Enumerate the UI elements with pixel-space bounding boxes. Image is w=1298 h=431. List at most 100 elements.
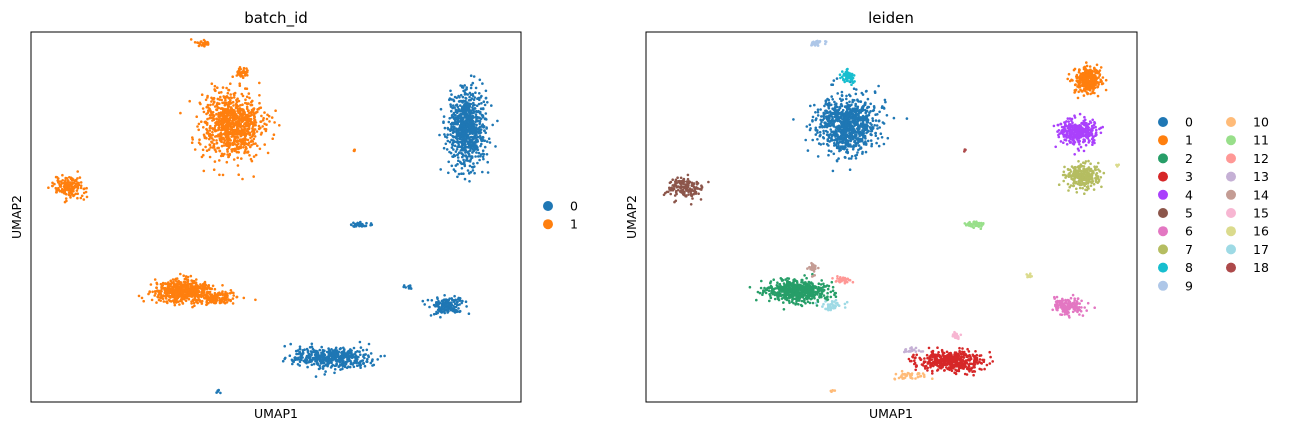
point xyxy=(187,291,191,294)
legend-marker xyxy=(543,219,553,230)
point xyxy=(824,129,828,133)
point xyxy=(850,83,853,86)
point xyxy=(691,197,694,200)
point xyxy=(215,108,219,112)
point xyxy=(822,132,826,135)
point xyxy=(289,342,293,346)
point xyxy=(361,348,365,352)
point xyxy=(255,144,259,148)
point xyxy=(464,120,467,124)
point xyxy=(248,117,252,121)
point xyxy=(866,97,870,101)
point xyxy=(212,143,216,146)
point xyxy=(371,358,374,361)
point xyxy=(857,140,861,143)
point xyxy=(835,77,839,80)
point xyxy=(338,363,342,367)
point xyxy=(258,81,261,85)
point xyxy=(252,142,255,146)
point xyxy=(353,148,356,152)
point xyxy=(232,294,235,297)
point xyxy=(246,127,249,131)
point xyxy=(409,287,413,290)
point xyxy=(193,41,197,44)
point xyxy=(265,123,268,126)
legend-item-1: 1 xyxy=(543,217,578,232)
point xyxy=(875,141,878,145)
point xyxy=(343,361,346,365)
point xyxy=(271,137,275,140)
point xyxy=(857,111,861,115)
point xyxy=(475,123,478,127)
point xyxy=(439,168,443,171)
point xyxy=(247,143,250,147)
point xyxy=(454,305,458,309)
point xyxy=(679,185,683,188)
point xyxy=(244,98,247,101)
point xyxy=(80,194,84,198)
point xyxy=(200,120,203,123)
point xyxy=(468,180,471,183)
point xyxy=(457,115,460,118)
point xyxy=(206,40,209,44)
point xyxy=(372,363,376,367)
point xyxy=(455,122,459,126)
point xyxy=(446,139,450,143)
point xyxy=(793,278,796,281)
point xyxy=(839,126,842,130)
point xyxy=(186,275,190,279)
point xyxy=(669,192,672,196)
point xyxy=(491,123,495,127)
point xyxy=(459,131,462,135)
point xyxy=(848,93,851,97)
point xyxy=(818,134,822,138)
point xyxy=(295,352,298,356)
point xyxy=(205,149,209,152)
point xyxy=(478,158,481,162)
point xyxy=(688,180,692,184)
point xyxy=(471,148,475,151)
point xyxy=(333,364,337,368)
point xyxy=(847,124,850,128)
point xyxy=(250,139,253,142)
point xyxy=(167,291,171,295)
point xyxy=(342,351,346,355)
point xyxy=(758,291,762,295)
point xyxy=(166,301,169,305)
point xyxy=(466,145,469,149)
point xyxy=(350,223,353,227)
point xyxy=(274,109,277,112)
point xyxy=(242,66,246,70)
point xyxy=(673,183,677,186)
point xyxy=(469,74,473,77)
point xyxy=(205,300,208,304)
point xyxy=(204,145,207,149)
point xyxy=(220,113,224,116)
point xyxy=(187,297,191,301)
point xyxy=(833,144,836,147)
point xyxy=(192,292,195,295)
point xyxy=(843,135,847,139)
point xyxy=(806,149,810,152)
point xyxy=(819,108,822,111)
point xyxy=(865,89,868,93)
point xyxy=(298,360,302,364)
point xyxy=(222,144,226,147)
point xyxy=(247,123,250,127)
point xyxy=(180,290,184,294)
point xyxy=(296,358,300,361)
point xyxy=(157,298,161,302)
point xyxy=(456,298,460,301)
point xyxy=(213,148,217,151)
point xyxy=(221,173,225,177)
point xyxy=(213,126,216,130)
point xyxy=(479,144,482,148)
cluster-1 xyxy=(189,38,210,48)
point xyxy=(358,361,362,365)
point xyxy=(245,71,249,74)
point xyxy=(227,136,230,140)
point xyxy=(179,282,183,286)
point xyxy=(459,104,462,107)
point xyxy=(339,347,342,351)
point xyxy=(308,353,311,356)
